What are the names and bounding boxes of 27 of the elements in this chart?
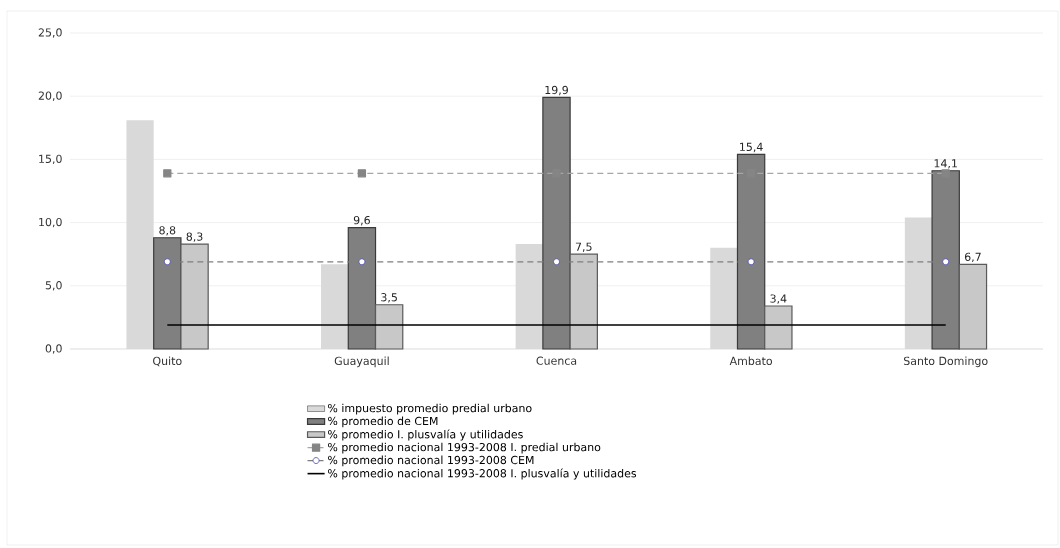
data-label: 9,6 (353, 216, 370, 226)
y-tick-label: 15,0 (39, 154, 62, 165)
y-tick-label: 10,0 (39, 217, 62, 228)
legend-label: % promedio de CEM (328, 416, 438, 428)
data-label: 3,5 (381, 293, 397, 303)
legend-label: % promedio nacional 1993-2008 CEM (328, 455, 534, 467)
x-tick-label: Ambato (729, 356, 773, 366)
x-tick-label: Santo Domingo (903, 356, 988, 368)
y-tick-label: 25,0 (38, 28, 62, 38)
data-label: 15,4 (740, 142, 763, 153)
data-label: 8,3 (186, 232, 203, 242)
data-label: 14,1 (934, 159, 957, 169)
x-tick-label: Quito (153, 356, 182, 367)
data-label: 8,8 (159, 226, 176, 236)
legend-label: % promedio nacional 1993-2008 I. plusvalía y utilidades (328, 468, 637, 480)
legend-label: % promedio nacional 1993-2008 I. predial urbano (328, 442, 601, 454)
x-tick-label: Cuenca (536, 356, 577, 365)
x-tick-label: Guayaquil (334, 356, 389, 368)
legend-label: % impuesto promedio predial urbano (328, 403, 532, 415)
y-tick-label: 5,0 (45, 281, 62, 291)
data-label: 7,5 (575, 242, 592, 252)
y-tick-label: 0,0 (45, 344, 62, 354)
data-label: 6,7 (964, 252, 981, 263)
data-label: 19,9 (545, 85, 568, 96)
y-tick-label: 20,0 (38, 91, 62, 101)
data-label: 3,4 (770, 294, 787, 304)
legend-label: % promedio I. plusvalía y utilidades (328, 429, 523, 441)
